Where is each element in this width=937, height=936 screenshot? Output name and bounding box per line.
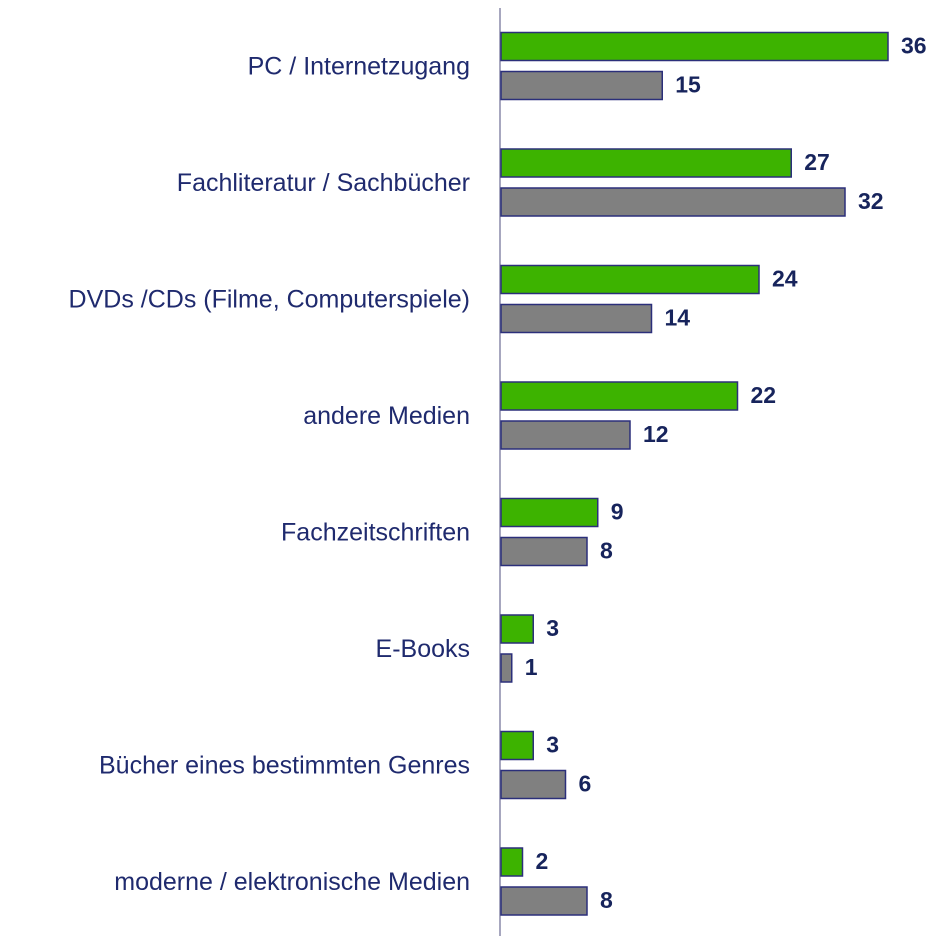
bar <box>500 264 760 295</box>
bar <box>500 381 739 411</box>
category-label: andere Medien <box>303 402 470 430</box>
bar <box>500 653 513 683</box>
value-label: 32 <box>858 188 884 214</box>
category-label: PC / Internetzugang <box>248 53 470 81</box>
value-label: 15 <box>675 72 701 98</box>
value-label: 6 <box>579 771 592 797</box>
bar <box>500 31 889 62</box>
bar <box>500 420 631 450</box>
bar <box>500 187 846 217</box>
value-label: 3 <box>546 732 559 758</box>
value-label: 1 <box>525 654 538 680</box>
bar <box>500 769 567 800</box>
bar <box>500 614 534 644</box>
bar <box>500 886 588 916</box>
bar <box>500 497 599 528</box>
value-label: 22 <box>751 382 777 408</box>
bar <box>500 70 663 101</box>
category-label: moderne / elektronische Medien <box>114 868 470 896</box>
bar <box>500 303 653 334</box>
category-label: E-Books <box>376 635 470 663</box>
category-label: DVDs /CDs (Filme, Computerspiele) <box>69 286 470 314</box>
bar <box>500 148 792 178</box>
value-label: 36 <box>901 33 927 59</box>
category-label: Fachliteratur / Sachbücher <box>177 169 470 197</box>
category-label: Fachzeitschriften <box>281 519 470 547</box>
value-label: 14 <box>665 305 691 331</box>
value-label: 8 <box>600 887 613 913</box>
bar <box>500 847 524 877</box>
bar <box>500 730 534 761</box>
value-label: 27 <box>804 149 830 175</box>
bar <box>500 536 588 567</box>
value-label: 9 <box>611 499 624 525</box>
value-label: 3 <box>546 615 559 641</box>
value-label: 12 <box>643 421 669 447</box>
category-label: Bücher eines bestimmten Genres <box>99 752 470 780</box>
value-label: 24 <box>772 266 798 292</box>
value-label: 8 <box>600 538 613 564</box>
value-label: 2 <box>536 848 549 874</box>
